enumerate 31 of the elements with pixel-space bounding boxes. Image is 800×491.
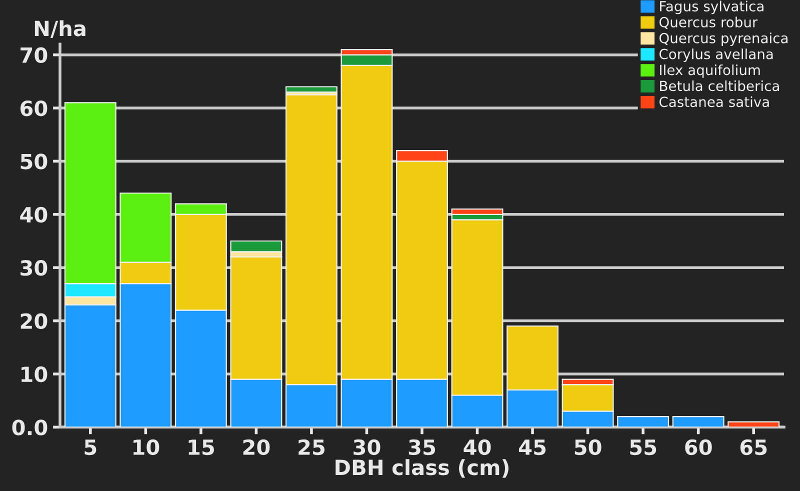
legend-label: Castanea sativa	[659, 96, 769, 108]
y-tick-label: 70	[20, 47, 48, 64]
x-tick-label: 20	[243, 439, 270, 456]
x-tick-label: 65	[740, 439, 767, 456]
x-tick-label: 25	[298, 439, 325, 456]
x-tick-label: 15	[188, 440, 214, 456]
x-tick-label: 30	[354, 439, 380, 456]
x-axis-title: DBH class (cm)	[336, 459, 508, 478]
x-tick-label: 5	[84, 440, 96, 456]
y-tick-label: 50	[20, 154, 48, 170]
y-tick-label: 10	[22, 366, 48, 382]
x-tick-label: 50	[574, 439, 602, 456]
x-tick-label: 60	[685, 439, 712, 456]
y-tick-label: 20	[20, 313, 48, 329]
x-tick-label: 45	[518, 440, 546, 456]
y-tick-label: 60	[20, 100, 48, 116]
legend-label: Ilex aquifolium	[660, 64, 760, 78]
y-axis-title: N/ha	[34, 20, 86, 38]
legend-label: Betula celtiberica	[660, 80, 779, 92]
x-tick-label: 10	[134, 439, 160, 456]
legend-label: Quercus robur	[659, 16, 758, 29]
y-tick-label: 30	[20, 260, 48, 276]
legend-label: Quercus pyrenaica	[659, 32, 788, 46]
y-tick-label: 0.0	[12, 420, 48, 436]
x-tick-label: 55	[630, 440, 656, 456]
bar	[285, 86, 338, 93]
x-tick-label: 35	[408, 439, 436, 456]
legend-label: Corylus avellana	[659, 48, 773, 62]
legend-label: Fagus sylvatica	[660, 0, 764, 14]
x-tick-label: 40	[464, 439, 491, 456]
y-tick-label: 40	[20, 206, 48, 223]
